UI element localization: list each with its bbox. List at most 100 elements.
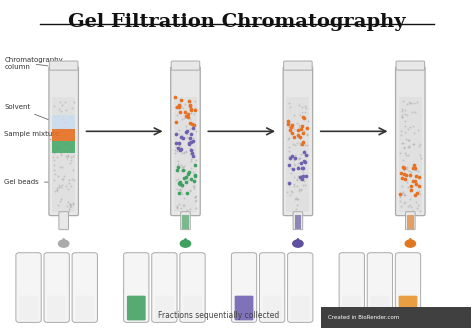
- FancyBboxPatch shape: [283, 61, 312, 70]
- Point: [300, 173, 307, 178]
- Point: [58, 131, 66, 136]
- Point: [186, 117, 194, 122]
- FancyBboxPatch shape: [180, 253, 205, 322]
- FancyBboxPatch shape: [183, 296, 202, 320]
- Point: [292, 196, 300, 201]
- Point: [191, 105, 199, 111]
- Point: [191, 194, 199, 200]
- Point: [284, 121, 292, 126]
- Point: [303, 132, 311, 138]
- Point: [302, 125, 310, 131]
- Point: [299, 166, 307, 171]
- Point: [183, 190, 191, 196]
- FancyBboxPatch shape: [19, 296, 38, 320]
- Point: [284, 136, 292, 142]
- Point: [56, 198, 64, 204]
- Point: [69, 167, 76, 173]
- Point: [413, 172, 420, 177]
- Point: [68, 106, 76, 111]
- Point: [399, 98, 407, 103]
- Point: [409, 166, 417, 171]
- Point: [191, 173, 199, 178]
- Point: [398, 106, 406, 111]
- Point: [186, 120, 194, 125]
- Point: [184, 177, 192, 183]
- Point: [187, 106, 195, 112]
- Point: [300, 183, 307, 188]
- Point: [192, 157, 200, 163]
- Point: [174, 161, 182, 166]
- Point: [175, 201, 182, 206]
- Point: [176, 181, 184, 186]
- Point: [62, 153, 70, 158]
- Point: [182, 148, 190, 154]
- Point: [289, 142, 296, 147]
- Point: [176, 187, 184, 192]
- Point: [57, 185, 64, 190]
- FancyBboxPatch shape: [399, 296, 417, 320]
- Point: [286, 105, 293, 110]
- Point: [290, 174, 297, 180]
- Point: [69, 153, 77, 159]
- Point: [407, 204, 414, 209]
- Point: [179, 136, 187, 141]
- Point: [285, 180, 292, 185]
- Point: [189, 183, 196, 189]
- Point: [409, 183, 416, 189]
- Point: [173, 167, 181, 172]
- Point: [190, 122, 198, 127]
- Point: [186, 206, 194, 211]
- Point: [297, 155, 304, 160]
- FancyBboxPatch shape: [181, 212, 190, 230]
- Point: [62, 119, 69, 124]
- Point: [295, 156, 302, 161]
- Point: [400, 140, 407, 145]
- Bar: [407, 214, 414, 229]
- Point: [295, 188, 302, 194]
- Point: [184, 112, 192, 117]
- Point: [403, 102, 411, 107]
- Point: [181, 151, 188, 156]
- Point: [186, 189, 194, 194]
- Point: [183, 128, 191, 134]
- Point: [179, 192, 186, 197]
- Point: [175, 190, 182, 196]
- Point: [61, 133, 68, 138]
- Point: [189, 154, 196, 159]
- Point: [416, 183, 423, 188]
- Point: [296, 112, 303, 118]
- Point: [399, 141, 406, 146]
- Point: [290, 126, 298, 131]
- Point: [57, 196, 65, 202]
- Point: [398, 129, 405, 134]
- Point: [294, 173, 302, 178]
- Point: [299, 140, 307, 145]
- Point: [293, 177, 301, 182]
- Point: [289, 121, 296, 127]
- Point: [177, 147, 184, 153]
- Point: [405, 168, 413, 173]
- Point: [286, 118, 293, 123]
- Point: [406, 101, 414, 106]
- Point: [298, 176, 306, 181]
- Point: [400, 166, 408, 171]
- Point: [54, 144, 61, 150]
- Point: [401, 164, 409, 169]
- Point: [177, 206, 184, 211]
- Point: [63, 128, 71, 133]
- Point: [289, 122, 296, 128]
- Point: [191, 172, 199, 177]
- Point: [415, 143, 423, 149]
- Point: [50, 150, 57, 156]
- Point: [175, 182, 183, 188]
- FancyBboxPatch shape: [339, 253, 365, 322]
- Point: [406, 99, 413, 104]
- Point: [295, 122, 302, 127]
- Point: [66, 160, 74, 166]
- Point: [291, 157, 298, 163]
- Point: [404, 126, 411, 131]
- Point: [295, 156, 303, 161]
- Point: [407, 172, 414, 178]
- Point: [178, 133, 186, 138]
- Point: [177, 134, 185, 139]
